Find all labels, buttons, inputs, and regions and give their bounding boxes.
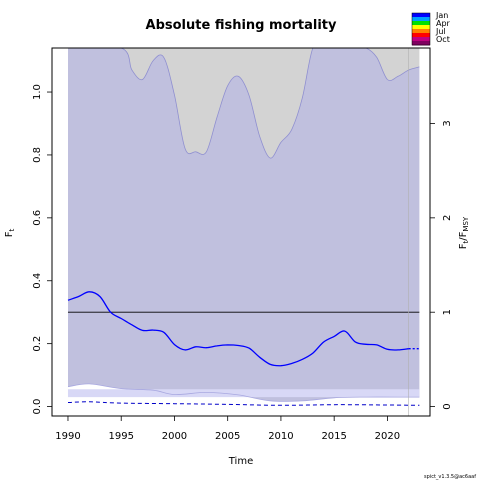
y-axis-label-sub: t (8, 228, 16, 231)
legend-swatch (412, 41, 430, 46)
y-tick-label: 0.2 (32, 336, 43, 352)
plot-frame (51, 47, 431, 417)
plot-area (67, 48, 420, 416)
y2-axis-label-den: F (458, 231, 469, 237)
x-tick-label: 2015 (321, 431, 346, 442)
fmsy-lower-band (67, 389, 420, 398)
x-tick-label: 2010 (268, 431, 293, 442)
y-axis: 0.0 0.2 0.4 0.6 0.8 1.0 (32, 84, 52, 415)
x-axis: 1990 1995 2000 2005 2010 2015 2020 (55, 416, 400, 442)
legend-label: Jul (435, 27, 446, 36)
y-axis-label: Ft (4, 228, 16, 237)
legend-label: Jan (435, 11, 448, 20)
f-dashed-line (67, 401, 420, 406)
y-tick-label: 0.6 (32, 210, 43, 226)
legend-swatch (412, 37, 430, 42)
legend-swatch (412, 13, 430, 18)
legend-swatch (412, 25, 430, 30)
y2-axis-label-f: F (458, 243, 469, 249)
x-tick-label: 2020 (375, 431, 400, 442)
y2-tick-label: 0 (442, 403, 453, 409)
y2-axis-label-den-sub: MSY (462, 216, 470, 231)
x-axis-label: Time (228, 456, 253, 467)
y2-tick-label: 2 (442, 215, 453, 221)
f-line (67, 291, 409, 367)
legend-swatch (412, 21, 430, 26)
y-tick-label: 1.0 (32, 84, 43, 100)
x-tick-label: 1995 (108, 431, 133, 442)
f-ci-band (68, 48, 420, 402)
fmsy-ci-band (68, 48, 420, 159)
legend-swatch (412, 17, 430, 22)
x-tick-label: 2005 (215, 431, 240, 442)
y2-axis-label: Ft/FMSY (458, 216, 470, 249)
y2-axis-label-slash: / (458, 237, 469, 241)
f-ci-lower-line (67, 383, 420, 402)
y2-tick-label: 1 (442, 309, 453, 315)
chart-title: Absolute fishing mortality (146, 18, 337, 33)
legend-frame (411, 12, 431, 46)
x-tick-label: 1990 (55, 431, 80, 442)
y2-axis-label-f-sub: t (462, 240, 470, 243)
y-tick-label: 0.0 (32, 399, 43, 415)
y2-tick-label: 3 (442, 120, 453, 126)
x-tick-label: 2000 (162, 431, 187, 442)
legend-swatch (412, 29, 430, 34)
y-tick-label: 0.8 (32, 147, 43, 163)
legend-label: Apr (436, 19, 451, 28)
y-axis-label-main: F (4, 231, 15, 237)
legend-swatch (412, 33, 430, 38)
legend-label: Oct (436, 35, 450, 44)
version-label: spict_v1.3.5@ac6aaf (424, 474, 476, 480)
y-tick-label: 0.4 (32, 273, 43, 289)
y2-axis: 0 1 2 3 (430, 120, 453, 410)
